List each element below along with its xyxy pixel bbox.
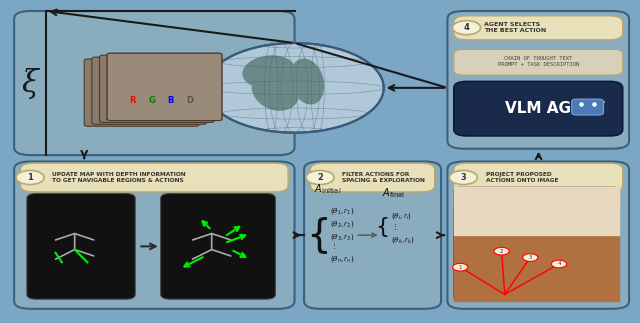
Text: $A_{\mathrm{initial}}$: $A_{\mathrm{initial}}$ [314,182,341,196]
FancyBboxPatch shape [107,53,222,120]
FancyBboxPatch shape [20,163,288,192]
Polygon shape [252,72,298,110]
Text: $(\theta_k, r_k)$: $(\theta_k, r_k)$ [392,235,415,245]
FancyBboxPatch shape [304,162,441,309]
FancyBboxPatch shape [14,162,294,309]
Text: $\vdots$: $\vdots$ [330,242,335,251]
Text: ξ: ξ [22,68,38,99]
FancyBboxPatch shape [310,163,435,192]
FancyBboxPatch shape [14,11,294,155]
Text: $(\theta_2, r_2)$: $(\theta_2, r_2)$ [330,219,354,229]
Text: $\vdots$: $\vdots$ [392,222,397,232]
Text: AGENT SELECTS
THE BEST ACTION: AGENT SELECTS THE BEST ACTION [484,22,547,34]
FancyBboxPatch shape [447,11,629,149]
FancyBboxPatch shape [454,16,623,40]
Text: D: D [186,96,193,105]
Text: 3: 3 [529,255,532,260]
FancyBboxPatch shape [100,55,214,122]
Text: 1: 1 [27,173,33,182]
FancyBboxPatch shape [454,187,620,301]
Text: {: { [307,216,331,254]
Polygon shape [291,59,324,104]
Text: UPDATE MAP WITH DEPTH INFORMATION
TO GET NAVIGABLE REGIONS & ACTIONS: UPDATE MAP WITH DEPTH INFORMATION TO GET… [52,172,186,183]
Text: $(\theta_n, r_n)$: $(\theta_n, r_n)$ [330,254,354,264]
FancyBboxPatch shape [572,99,604,115]
Text: R: R [129,96,136,105]
Circle shape [306,171,334,184]
Circle shape [452,21,481,35]
Circle shape [551,260,566,268]
FancyBboxPatch shape [454,163,623,192]
Text: {: { [376,217,390,237]
FancyBboxPatch shape [454,49,623,75]
FancyBboxPatch shape [447,162,629,309]
FancyBboxPatch shape [84,59,199,126]
FancyBboxPatch shape [92,57,207,124]
Text: 2: 2 [317,173,323,182]
Text: 2: 2 [500,249,503,254]
Text: CHAIN OF THOUGHT TEXT
PROMPT + TASK DESCRIPTION: CHAIN OF THOUGHT TEXT PROMPT + TASK DESC… [498,56,579,68]
Circle shape [494,247,509,255]
Text: $A_{\mathrm{final}}$: $A_{\mathrm{final}}$ [382,187,405,201]
Text: B: B [168,96,174,105]
Text: $(\theta_i, r_i)$: $(\theta_i, r_i)$ [392,211,412,221]
Text: FILTER ACTIONS FOR
SPACING & EXPLORATION: FILTER ACTIONS FOR SPACING & EXPLORATION [342,172,425,183]
Text: PROJECT PROPOSED
ACTIONS ONTO IMAGE: PROJECT PROPOSED ACTIONS ONTO IMAGE [486,172,558,183]
Circle shape [16,171,44,184]
Text: $(\theta_1, r_1)$: $(\theta_1, r_1)$ [330,206,354,216]
Circle shape [452,263,468,271]
FancyBboxPatch shape [454,81,623,136]
Polygon shape [243,56,295,88]
Text: VLM AGENT: VLM AGENT [505,101,604,116]
Circle shape [205,43,384,133]
FancyBboxPatch shape [161,193,275,299]
Text: 4: 4 [557,262,561,266]
Text: 3: 3 [461,173,467,182]
FancyBboxPatch shape [27,193,135,299]
Text: 1: 1 [458,265,462,270]
Text: 4: 4 [463,23,470,32]
Text: G: G [148,96,156,105]
FancyBboxPatch shape [107,53,222,120]
Circle shape [449,171,477,184]
Text: $(\theta_3, r_3)$: $(\theta_3, r_3)$ [330,232,354,242]
Circle shape [523,254,538,261]
